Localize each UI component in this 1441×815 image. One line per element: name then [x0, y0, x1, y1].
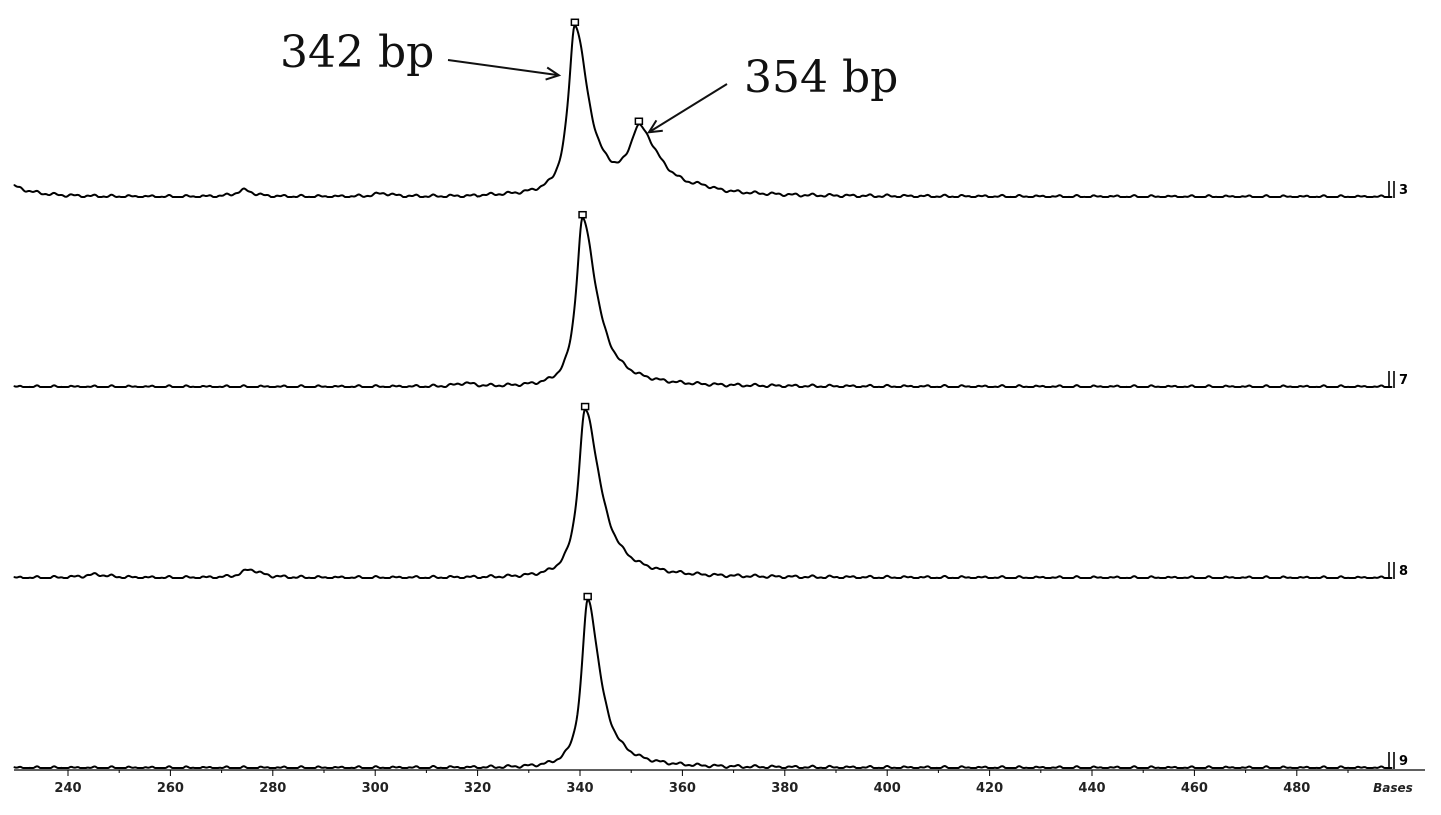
lane-9: 9	[13, 592, 1408, 769]
lane-3-peak-marker-1	[570, 18, 580, 27]
lane-7-trace	[13, 216, 1393, 388]
lane-8-label: 8	[1399, 564, 1408, 579]
lane-3-trace	[13, 24, 1393, 198]
lane-7-peak-marker-1	[578, 210, 587, 219]
annotation-1-label: 342 bp	[280, 27, 434, 78]
x-tick-label-260: 260	[157, 781, 184, 796]
annotation-2: 354 bp	[646, 52, 898, 134]
lane-9-peak-marker-1	[583, 592, 592, 601]
x-tick-label-480: 480	[1283, 781, 1310, 796]
lane-3-label: 3	[1399, 183, 1408, 198]
annotation-2-arrow	[648, 83, 728, 134]
lane-3: 3	[13, 18, 1408, 198]
x-tick-label-340: 340	[566, 781, 593, 796]
x-axis-unit-label: Bases	[1373, 781, 1413, 795]
lane-9-label: 9	[1399, 754, 1408, 769]
x-tick-label-420: 420	[976, 781, 1003, 796]
lane-8: 8	[13, 402, 1408, 579]
annotation-2-arrowhead	[646, 119, 663, 134]
x-tick-label-380: 380	[771, 781, 798, 796]
x-tick-label-360: 360	[669, 781, 696, 796]
x-axis: 240 260 280 300 320 340 360 380 400 420 440 460 480 B…	[14, 769, 1425, 796]
lane-8-trace	[13, 408, 1393, 579]
annotations-layer: 342 bp 354 bp	[280, 27, 898, 134]
x-tick-label-400: 400	[874, 781, 901, 796]
x-tick-label-320: 320	[464, 781, 491, 796]
x-tick-label-440: 440	[1078, 781, 1105, 796]
x-tick-label-280: 280	[259, 781, 286, 796]
lanes-layer: 3 7 8 9	[13, 18, 1408, 769]
x-tick-label-300: 300	[362, 781, 389, 796]
lane-3-peak-marker-2	[634, 117, 644, 126]
annotation-2-label: 354 bp	[744, 52, 898, 103]
annotation-1: 342 bp	[280, 27, 562, 81]
annotation-1-arrowhead	[545, 66, 562, 81]
lane-7-label: 7	[1399, 373, 1408, 388]
lane-7: 7	[13, 210, 1408, 388]
x-tick-label-240: 240	[54, 781, 81, 796]
lane-9-trace	[13, 598, 1393, 769]
lane-8-peak-marker-1	[580, 402, 590, 411]
x-tick-label-460: 460	[1181, 781, 1208, 796]
annotation-1-arrow	[447, 59, 560, 77]
